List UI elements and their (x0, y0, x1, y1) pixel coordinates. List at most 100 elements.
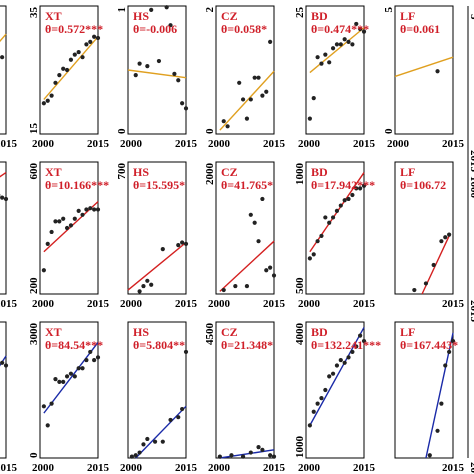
slope-stat: θ=0.061 (400, 22, 440, 36)
data-point (271, 273, 277, 278)
data-point (330, 46, 336, 51)
data-point (145, 64, 150, 69)
data-point (338, 357, 343, 363)
data-point (268, 265, 273, 270)
panel-hs-row3: HSθ=5.804** 2000 2015 (120, 321, 198, 474)
data-point (57, 379, 62, 384)
data-point (183, 241, 189, 246)
data-point (358, 26, 363, 32)
data-point (61, 379, 66, 384)
panel-edge-left-row2: 2015 (0, 161, 18, 310)
plot-frame (0, 321, 7, 459)
x-tick-end: 2015 (263, 138, 286, 150)
data-point (168, 23, 173, 28)
data-point (260, 447, 265, 452)
x-tick-end: 2015 (87, 138, 110, 150)
panel-lf-row3: LFθ=167.443* 2015 (394, 321, 465, 474)
data-point (80, 55, 85, 60)
y-tick-top: 1 (116, 7, 128, 13)
data-point (3, 196, 9, 202)
x-tick-start: 2000 (120, 298, 143, 310)
x-tick-start: 2000 (208, 138, 231, 150)
data-point (68, 371, 74, 376)
data-point (92, 34, 97, 39)
y-tick-bottom: 1000 (294, 436, 306, 459)
data-point (0, 195, 5, 200)
panel-edge-left-row3: 2015 (0, 321, 18, 474)
x-tick-start: 2000 (32, 138, 55, 150)
data-point (346, 355, 351, 360)
data-point (342, 37, 347, 42)
data-point (95, 355, 101, 360)
data-point (45, 98, 50, 103)
plot-frame (215, 161, 275, 295)
data-point (221, 119, 226, 124)
data-point (180, 240, 185, 245)
panel-label: XT (45, 9, 62, 23)
y-tick-top: 3000 (28, 323, 40, 346)
data-point (315, 55, 320, 60)
x-tick-start: 2000 (387, 138, 410, 150)
data-point (137, 450, 142, 455)
right-edge-tick: 1000 (468, 176, 474, 199)
data-point (256, 239, 261, 244)
trend-line (43, 36, 99, 100)
y-tick-top: 700 (116, 163, 128, 180)
data-point (260, 196, 265, 202)
data-point (233, 283, 238, 289)
data-point (354, 344, 359, 349)
slope-stat: θ=106.72 (400, 178, 446, 192)
x-tick-start: 2000 (208, 462, 231, 474)
panel-label: CZ (221, 325, 238, 339)
data-point (225, 124, 230, 129)
data-point (61, 66, 66, 71)
data-point (72, 216, 77, 221)
slope-stat: θ=167.443* (400, 338, 458, 352)
x-tick-end: 2015 (0, 462, 18, 474)
x-tick-end: 2015 (442, 462, 465, 474)
data-point (84, 357, 89, 363)
data-point (358, 186, 363, 191)
data-point (252, 75, 257, 80)
slope-stat: θ=5.804** (133, 338, 185, 352)
data-point (176, 415, 181, 420)
x-tick-start: 2000 (298, 298, 321, 310)
trend-line (0, 355, 7, 367)
x-tick-end: 2015 (353, 298, 376, 310)
data-point (256, 75, 261, 80)
slope-stat: θ=0.058* (221, 22, 267, 36)
y-tick-bottom: 0 (28, 452, 40, 458)
plot-frame (0, 5, 7, 135)
data-point (129, 454, 134, 459)
data-point (338, 42, 343, 47)
data-point (240, 454, 246, 459)
data-point (141, 442, 146, 447)
panel-cz-row1: CZθ=0.058* 2 0 2000 2015 (204, 5, 286, 150)
data-point (0, 360, 5, 365)
data-point (221, 287, 226, 293)
panel-xt-row2: XTθ=10.166*** 600 200 2000 2015 (28, 161, 110, 310)
data-point (327, 220, 332, 225)
data-point (311, 96, 316, 101)
trend-line (219, 449, 275, 459)
data-point (72, 374, 77, 379)
data-point (160, 439, 165, 444)
data-point (268, 453, 273, 458)
data-point (323, 52, 328, 57)
panel-cz-row3: CZθ=21.348* 4500 2000 2015 (204, 321, 286, 474)
panel-label: CZ (221, 9, 238, 23)
data-point (49, 229, 54, 235)
data-point (315, 239, 320, 244)
trend-line (127, 69, 187, 79)
y-tick-bottom: 0 (204, 128, 216, 134)
x-tick-start: 2000 (298, 138, 321, 150)
data-point (149, 282, 154, 287)
data-point (319, 396, 324, 401)
data-point (260, 93, 265, 98)
panel-label: HS (133, 9, 149, 23)
x-tick-end: 2015 (442, 138, 465, 150)
data-point (252, 220, 257, 225)
trend-line (309, 327, 365, 426)
panel-label: XT (45, 165, 62, 179)
panel-xt-row3: XTθ=84.54*** 3000 0 2000 2015 (28, 321, 110, 474)
